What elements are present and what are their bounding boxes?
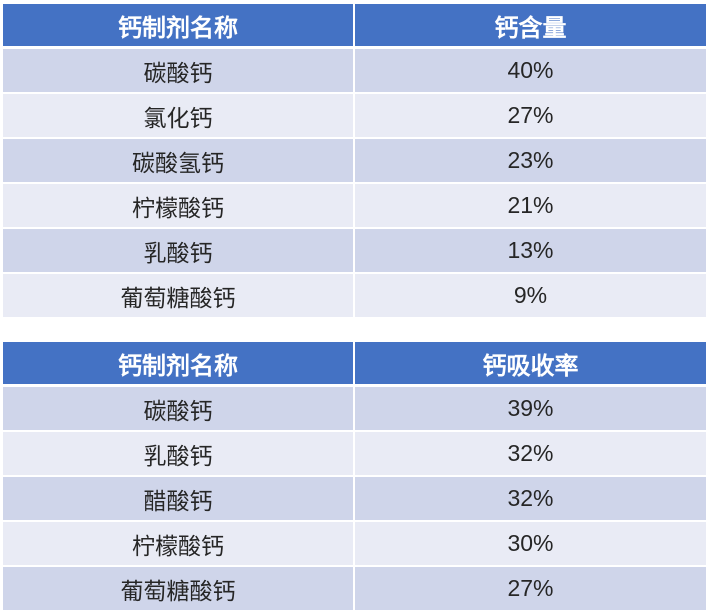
calcium-absorption-table: 钙制剂名称 钙吸收率 碳酸钙 39% 乳酸钙 32% 醋酸钙 32% 柠檬酸钙 …: [3, 342, 706, 612]
absorption-rate-value: 32%: [355, 477, 706, 520]
table-header-row: 钙制剂名称 钙含量: [3, 4, 706, 49]
absorption-rate-value: 39%: [355, 387, 706, 430]
preparation-name: 碳酸钙: [3, 387, 355, 430]
calcium-content-value: 40%: [355, 49, 706, 92]
table-row: 碳酸钙 39%: [3, 387, 706, 432]
table-row: 柠檬酸钙 30%: [3, 522, 706, 567]
header-cell-preparation-name: 钙制剂名称: [3, 4, 355, 46]
calcium-content-value: 23%: [355, 139, 706, 182]
table-row: 乳酸钙 13%: [3, 229, 706, 274]
table-row: 碳酸钙 40%: [3, 49, 706, 94]
preparation-name: 柠檬酸钙: [3, 522, 355, 565]
table-row: 葡萄糖酸钙 9%: [3, 274, 706, 319]
table-row: 醋酸钙 32%: [3, 477, 706, 522]
table-header-row: 钙制剂名称 钙吸收率: [3, 342, 706, 387]
calcium-content-value: 21%: [355, 184, 706, 227]
preparation-name: 葡萄糖酸钙: [3, 274, 355, 317]
preparation-name: 乳酸钙: [3, 229, 355, 272]
absorption-rate-value: 30%: [355, 522, 706, 565]
preparation-name: 葡萄糖酸钙: [3, 567, 355, 610]
preparation-name: 醋酸钙: [3, 477, 355, 520]
preparation-name: 氯化钙: [3, 94, 355, 137]
table-row: 柠檬酸钙 21%: [3, 184, 706, 229]
preparation-name: 碳酸氢钙: [3, 139, 355, 182]
table-row: 碳酸氢钙 23%: [3, 139, 706, 184]
calcium-content-value: 13%: [355, 229, 706, 272]
table-row: 氯化钙 27%: [3, 94, 706, 139]
preparation-name: 乳酸钙: [3, 432, 355, 475]
preparation-name: 柠檬酸钙: [3, 184, 355, 227]
header-cell-calcium-content: 钙含量: [355, 4, 706, 46]
calcium-content-value: 9%: [355, 274, 706, 317]
preparation-name: 碳酸钙: [3, 49, 355, 92]
absorption-rate-value: 27%: [355, 567, 706, 610]
table-row: 葡萄糖酸钙 27%: [3, 567, 706, 612]
calcium-content-value: 27%: [355, 94, 706, 137]
table-row: 乳酸钙 32%: [3, 432, 706, 477]
header-cell-preparation-name: 钙制剂名称: [3, 342, 355, 384]
absorption-rate-value: 32%: [355, 432, 706, 475]
calcium-content-table: 钙制剂名称 钙含量 碳酸钙 40% 氯化钙 27% 碳酸氢钙 23% 柠檬酸钙 …: [3, 4, 706, 319]
header-cell-absorption-rate: 钙吸收率: [355, 342, 706, 384]
